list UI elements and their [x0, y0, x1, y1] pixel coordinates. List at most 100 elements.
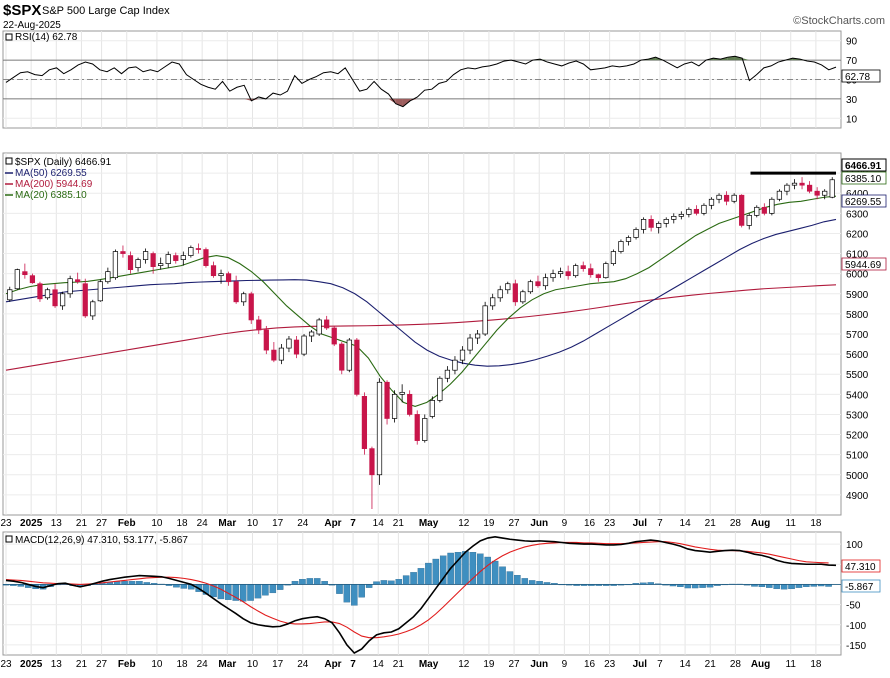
- macd-histogram-bar: [343, 584, 351, 603]
- x-axis-label: Apr: [324, 518, 341, 529]
- ma50-line: [5, 218, 837, 367]
- x-axis-label: Jul: [633, 518, 648, 529]
- candle: [414, 414, 420, 441]
- macd-histogram-bar: [358, 584, 365, 598]
- price-legend-icon: [5, 157, 13, 165]
- x-axis-label: 11: [786, 659, 797, 670]
- candle: [14, 269, 20, 290]
- ma50-value-tag: 6269.55: [841, 194, 887, 208]
- ma200-value-tag: 5944.69: [841, 257, 887, 271]
- x-axis-label: 10: [247, 518, 259, 529]
- macd-histogram-bar: [173, 584, 180, 588]
- macd-histogram-bar: [706, 584, 714, 588]
- candle: [429, 400, 435, 417]
- candle: [7, 289, 13, 301]
- x-axis-label: 14: [680, 659, 692, 670]
- candle: [301, 335, 307, 355]
- candle: [580, 265, 586, 269]
- candle: [648, 219, 654, 228]
- x-axis-label: 10: [247, 659, 259, 670]
- candle: [444, 369, 451, 379]
- candle: [467, 337, 473, 351]
- candle: [399, 391, 405, 395]
- x-axis-label: 9: [562, 518, 568, 529]
- candle: [188, 247, 194, 256]
- x-axis-label: 23: [604, 659, 616, 670]
- candle: [776, 190, 783, 200]
- x-axis-label: 10: [151, 518, 163, 529]
- axes: 9070503010490050005100520053005400550056…: [0, 37, 868, 670]
- candle: [195, 248, 202, 250]
- candle: [271, 349, 277, 361]
- rsi-value-tag: 62.78: [841, 69, 881, 83]
- candle: [82, 283, 88, 317]
- macd-panel: [2, 531, 842, 656]
- x-axis-label: 17: [272, 659, 284, 670]
- price-tick-label: 5900: [846, 290, 869, 301]
- ma200-line: [5, 284, 837, 371]
- rsi-label: RSI(14) 62.78: [15, 32, 78, 43]
- x-axis-label: 24: [297, 659, 309, 670]
- candle: [799, 182, 805, 186]
- x-axis-label: Aug: [751, 518, 770, 529]
- candle: [784, 184, 790, 192]
- candle: [180, 255, 186, 260]
- x-axis-label: 27: [508, 659, 520, 670]
- candle: [761, 206, 767, 214]
- macd-line: [5, 536, 837, 654]
- macd-tick-label: 100: [846, 540, 863, 551]
- macd-tick-label: -100: [846, 621, 866, 632]
- candle: [822, 190, 828, 196]
- candle: [618, 241, 624, 252]
- candle: [22, 271, 28, 276]
- watermark: ©StockCharts.com: [793, 15, 885, 27]
- x-axis-label: 2025: [20, 659, 43, 670]
- x-axis-label: 21: [76, 518, 88, 529]
- macd-histogram-bar: [351, 584, 358, 606]
- candle: [474, 333, 481, 339]
- x-axis-label: 23: [0, 659, 12, 670]
- svg-text:6466.91: 6466.91: [845, 161, 882, 172]
- macd-tick-label: -150: [846, 641, 866, 652]
- macd-histogram-bar: [536, 581, 543, 585]
- ma200-label: MA(200) 5944.69: [15, 179, 93, 190]
- ma20-label: MA(20) 6385.10: [15, 190, 87, 201]
- candle: [625, 237, 632, 242]
- svg-text:5944.69: 5944.69: [845, 260, 882, 271]
- macd-label: MACD(12,26,9) 47.310, 53.177, -5.867: [15, 535, 188, 546]
- candle: [210, 265, 217, 277]
- price-tick-label: 5100: [846, 451, 869, 462]
- macd-histogram-bar: [321, 581, 328, 585]
- svg-text:6269.55: 6269.55: [845, 197, 882, 208]
- x-axis-label: Feb: [118, 518, 136, 529]
- candle: [37, 283, 43, 300]
- macd-histogram-bar: [336, 584, 343, 594]
- macd-histogram-bar: [306, 578, 314, 585]
- macd-histogram-bar: [247, 584, 254, 601]
- macd-histogram-bar: [121, 581, 128, 585]
- rsi-overbought-fill: [742, 58, 750, 61]
- ma20-value-tag: 6385.10: [841, 171, 887, 185]
- macd-histogram-bar: [684, 584, 692, 589]
- candle: [535, 281, 541, 287]
- candle: [754, 206, 760, 216]
- candle: [256, 319, 262, 331]
- x-axis-label: 21: [76, 659, 88, 670]
- x-axis-label: 21: [705, 659, 717, 670]
- candle: [203, 249, 209, 266]
- x-axis-label: May: [419, 518, 439, 529]
- candle: [686, 208, 692, 215]
- macd-histogram-bar: [291, 581, 299, 585]
- svg-text:6385.10: 6385.10: [845, 174, 882, 185]
- macd-legend-icon: [5, 535, 13, 543]
- macd-histogram-bar: [113, 581, 121, 585]
- candle: [112, 251, 119, 279]
- macd-histogram-bar: [528, 580, 536, 585]
- candle: [603, 263, 609, 279]
- macd-histogram-bar: [217, 584, 225, 600]
- candle: [127, 255, 134, 270]
- candle: [135, 259, 141, 268]
- rsi-legend-icon: [5, 33, 13, 41]
- candle: [120, 251, 126, 254]
- x-axis-label: 7: [350, 659, 356, 670]
